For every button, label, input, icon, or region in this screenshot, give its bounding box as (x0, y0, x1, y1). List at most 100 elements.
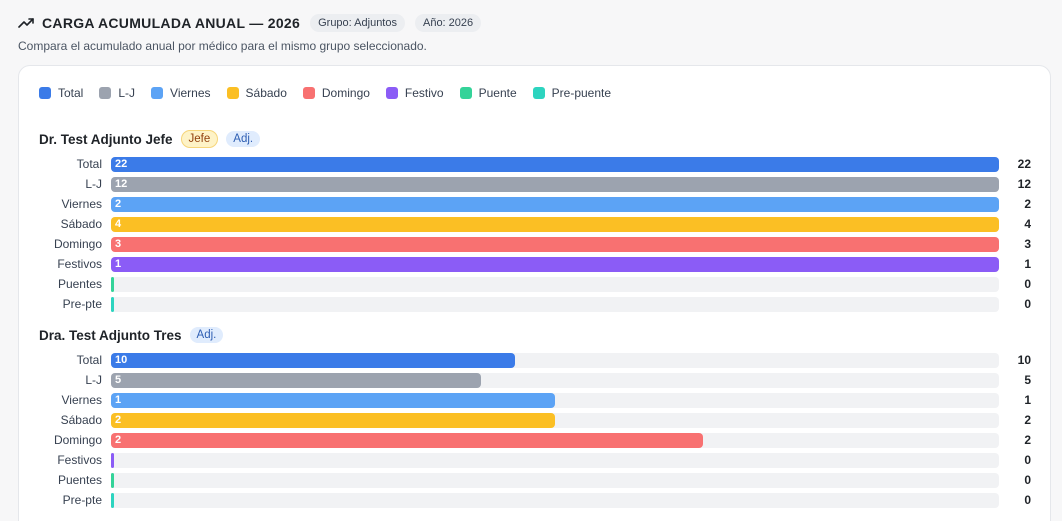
bar-track: 3 (111, 237, 999, 252)
bar-value: 2 (1024, 433, 1031, 447)
bar-category-label: Festivos (57, 257, 102, 271)
bar-value: 1 (1024, 257, 1031, 271)
bar-track (111, 473, 999, 488)
bar-row: Sábado 2 2 (39, 410, 1039, 430)
bar-inner-value: 10 (115, 354, 128, 366)
bar-value: 22 (1017, 157, 1031, 171)
bar-category-label: Viernes (61, 393, 102, 407)
bar-value: 12 (1017, 177, 1031, 191)
bar-inner-value: 3 (115, 238, 122, 250)
bar-row: Total 22 22 (39, 154, 1039, 174)
bar-fill (111, 277, 114, 292)
bar-category-label: Domingo (53, 237, 102, 251)
legend-swatch (226, 87, 239, 99)
bar-track (111, 277, 999, 292)
bar-row: Domingo 3 3 (39, 234, 1039, 254)
page-title: CARGA ACUMULADA ANUAL — 2026 (42, 15, 301, 31)
bar-track: 22 (111, 157, 999, 172)
group-chip: Grupo: Adjuntos (310, 14, 405, 32)
bar-fill: 4 (111, 217, 999, 232)
bar-fill: 1 (111, 393, 555, 408)
bar-category-label: Viernes (61, 197, 102, 211)
bar-value: 0 (1024, 493, 1031, 507)
bar-category-label: Pre-pte (62, 493, 102, 507)
bar-track: 2 (111, 413, 999, 428)
bar-row: L-J 12 12 (39, 174, 1039, 194)
bar-category-label: L-J (85, 373, 102, 387)
legend-swatch (99, 87, 112, 99)
bar-value: 0 (1024, 473, 1031, 487)
bar-fill: 5 (111, 373, 482, 388)
bar-value: 1 (1024, 393, 1031, 407)
bar-inner-value: 4 (115, 218, 122, 230)
bar-row: Puentes 0 (39, 274, 1039, 294)
jefe-badge: Jefe (180, 130, 219, 148)
bar-value: 10 (1017, 353, 1031, 367)
legend-swatch (39, 87, 51, 99)
legend-swatch (459, 87, 472, 99)
bar-fill: 2 (111, 413, 555, 428)
bar-category-label: Pre-pte (62, 297, 102, 311)
legend-label: Festivo (404, 86, 444, 100)
bar-track: 1 (111, 257, 999, 272)
bar-category-label: Puentes (57, 473, 102, 487)
bar-fill (111, 297, 114, 312)
bar-row: Pre-pte 0 (39, 490, 1039, 510)
bar-value: 0 (1024, 277, 1031, 291)
bar-row: Viernes 2 2 (39, 194, 1039, 214)
year-chip: Año: 2026 (414, 14, 482, 32)
chart-legend: Total L-J Viernes Sábado Domingo Festivo Puent… (39, 86, 627, 100)
legend-swatch (532, 87, 545, 99)
legend-item: L-J (99, 86, 135, 100)
bar-fill: 2 (111, 197, 999, 212)
bar-fill: 2 (111, 433, 704, 448)
bar-track: 4 (111, 217, 999, 232)
bar-track: 12 (111, 177, 999, 192)
doctor-name: Dr. Test Adjunto Jefe (39, 131, 173, 147)
doctor-block: Dra. Test Adjunto Tres Adj. Total 10 10 L-J 5 5… (39, 324, 1039, 510)
chart-card: Total L-J Viernes Sábado Domingo Festivo Puent… (18, 65, 1051, 521)
bar-track: 10 (111, 353, 999, 368)
bar-value: 3 (1024, 237, 1031, 251)
bar-row: Pre-pte 0 (39, 294, 1039, 314)
legend-label: Total (58, 86, 84, 100)
bar-category-label: Domingo (53, 433, 102, 447)
bar-fill: 10 (111, 353, 516, 368)
bar-fill: 1 (111, 257, 999, 272)
bar-value: 5 (1024, 373, 1031, 387)
bar-fill: 12 (111, 177, 999, 192)
bar-inner-value: 12 (115, 178, 128, 190)
legend-item: Viernes (151, 86, 211, 100)
bar-row: Festivos 1 1 (39, 254, 1039, 274)
legend-swatch (151, 87, 164, 99)
bar-value: 2 (1024, 197, 1031, 211)
bar-category-label: Total (76, 353, 102, 367)
bar-track: 1 (111, 393, 999, 408)
legend-label: Sábado (245, 86, 287, 100)
bar-category-label: Puentes (57, 277, 102, 291)
doctor-block: Dr. Test Adjunto Jefe Jefe Adj. Total 22 22 L-… (39, 128, 1039, 314)
bar-fill: 22 (111, 157, 999, 172)
bar-inner-value: 5 (115, 374, 122, 386)
trending-up-icon (18, 16, 36, 30)
bar-fill (111, 493, 114, 508)
bar-value: 0 (1024, 453, 1031, 467)
bar-value: 0 (1024, 297, 1031, 311)
legend-item: Festivo (385, 86, 444, 100)
title-row: CARGA ACUMULADA ANUAL — 2026 Grupo: Adju… (18, 12, 1044, 34)
bar-fill: 3 (111, 237, 999, 252)
legend-label: Puente (478, 86, 517, 100)
doctor-header: Dra. Test Adjunto Tres Adj. (39, 324, 1039, 346)
bar-category-label: Sábado (60, 217, 102, 231)
bar-track: 5 (111, 373, 999, 388)
legend-swatch (302, 87, 315, 99)
legend-item: Sábado (226, 86, 287, 100)
adjunto-badge: Adj. (226, 131, 261, 147)
adjunto-badge: Adj. (189, 327, 224, 343)
bar-inner-value: 2 (115, 198, 122, 210)
legend-label: Pre-puente (551, 86, 612, 100)
doctor-header: Dr. Test Adjunto Jefe Jefe Adj. (39, 128, 1039, 150)
bar-category-label: Festivos (57, 453, 102, 467)
bar-row: Festivos 0 (39, 450, 1039, 470)
bar-row: Total 10 10 (39, 350, 1039, 370)
